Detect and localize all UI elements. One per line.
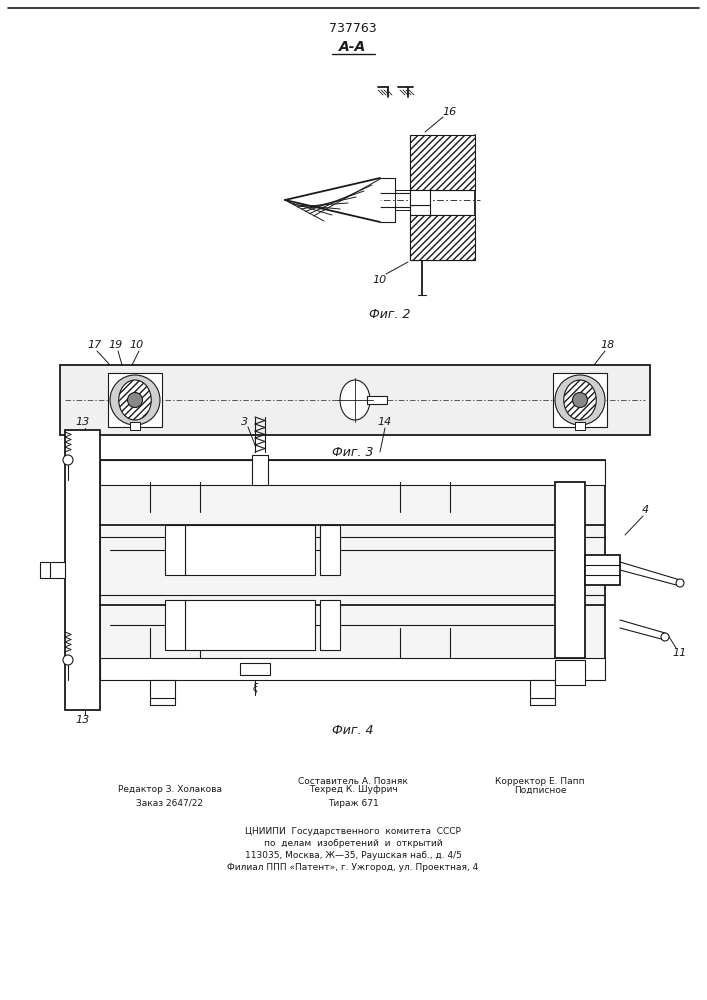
Bar: [555, 660, 585, 685]
Bar: [367, 396, 387, 404]
Bar: [100, 460, 605, 485]
Text: Корректор Е. Папп: Корректор Е. Папп: [495, 778, 585, 786]
Bar: [185, 525, 315, 575]
Text: 17: 17: [88, 340, 102, 350]
Text: Филиал ППП «Патент», г. Ужгород, ул. Проектная, 4: Филиал ППП «Патент», г. Ужгород, ул. Про…: [228, 863, 479, 872]
Bar: [585, 555, 620, 585]
Bar: [240, 663, 270, 675]
Bar: [410, 215, 475, 260]
Bar: [150, 680, 175, 698]
Ellipse shape: [563, 380, 596, 420]
Bar: [530, 680, 555, 698]
Text: 3: 3: [241, 417, 249, 427]
Text: 4: 4: [641, 505, 648, 515]
Text: 18: 18: [601, 340, 615, 350]
Circle shape: [573, 392, 588, 408]
Circle shape: [127, 392, 143, 408]
Bar: [553, 373, 607, 427]
Circle shape: [555, 375, 605, 425]
Circle shape: [676, 579, 684, 587]
Ellipse shape: [119, 380, 151, 420]
Bar: [100, 460, 605, 680]
Bar: [320, 600, 340, 650]
Bar: [65, 430, 100, 710]
Polygon shape: [285, 178, 380, 222]
Bar: [60, 365, 650, 435]
Text: 16: 16: [443, 107, 457, 117]
Ellipse shape: [340, 380, 370, 420]
Bar: [575, 422, 585, 430]
Text: Фиг. 3: Фиг. 3: [332, 446, 374, 458]
Text: Подписное: Подписное: [514, 786, 566, 794]
Text: Редактор З. Холакова: Редактор З. Холакова: [118, 786, 222, 794]
Bar: [410, 135, 475, 190]
Circle shape: [661, 633, 669, 641]
Text: 13: 13: [76, 417, 90, 427]
Text: 113035, Москва, Ж—35, Раушская наб., д. 4/5: 113035, Москва, Ж—35, Раушская наб., д. …: [245, 852, 462, 860]
Text: 19: 19: [109, 340, 123, 350]
Text: 10: 10: [373, 275, 387, 285]
Bar: [50, 562, 65, 578]
Circle shape: [63, 655, 73, 665]
Bar: [252, 455, 268, 485]
Text: 11: 11: [673, 648, 687, 658]
Text: Фиг. 2: Фиг. 2: [369, 308, 411, 322]
Bar: [100, 658, 605, 680]
Bar: [130, 422, 140, 430]
Text: A-A: A-A: [339, 40, 367, 54]
Bar: [410, 190, 430, 205]
Text: 10: 10: [130, 340, 144, 350]
Bar: [320, 525, 340, 575]
Bar: [108, 373, 162, 427]
Bar: [185, 600, 315, 650]
Text: Фиг. 4: Фиг. 4: [332, 724, 374, 736]
Text: ЦНИИПИ  Государственного  комитета  СССР: ЦНИИПИ Государственного комитета СССР: [245, 828, 461, 836]
Text: Заказ 2647/22: Заказ 2647/22: [136, 798, 204, 808]
Text: 14: 14: [378, 417, 392, 427]
Text: 737763: 737763: [329, 21, 377, 34]
Text: Техред К. Шуфрич: Техред К. Шуфрич: [309, 786, 397, 794]
Text: Тираж 671: Тираж 671: [327, 798, 378, 808]
Bar: [165, 600, 185, 650]
Text: Составитель А. Позняк: Составитель А. Позняк: [298, 778, 408, 786]
Circle shape: [63, 455, 73, 465]
Bar: [555, 482, 585, 658]
Text: 13: 13: [76, 715, 90, 725]
Bar: [165, 525, 185, 575]
Circle shape: [110, 375, 160, 425]
Text: ξ: ξ: [252, 683, 258, 693]
Text: по  делам  изобретений  и  открытий: по делам изобретений и открытий: [264, 840, 443, 848]
